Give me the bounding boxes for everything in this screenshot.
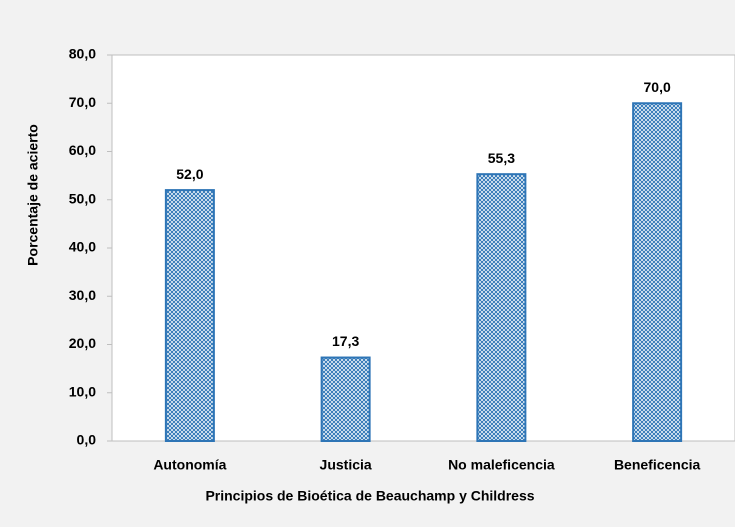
x-axis-label: Principios de Bioética de Beauchamp y Ch…: [205, 488, 534, 504]
y-tick-label: 50,0: [69, 190, 96, 206]
value-label: 55,3: [488, 150, 515, 166]
bar: [476, 173, 527, 443]
y-tick-label: 80,0: [69, 46, 96, 62]
y-axis-label: Porcentaje de acierto: [25, 124, 41, 266]
x-tick-label: No maleficencia: [448, 457, 555, 473]
y-tick-label: 60,0: [69, 142, 96, 158]
value-label: 17,3: [332, 333, 359, 349]
value-label: 52,0: [176, 166, 203, 182]
value-label: 70,0: [644, 79, 671, 95]
x-tick-label: Justicia: [320, 457, 372, 473]
y-tick-label: 20,0: [69, 335, 96, 351]
y-tick-label: 0,0: [77, 432, 97, 448]
y-tick-label: 10,0: [69, 383, 96, 399]
x-tick-label: Beneficencia: [614, 457, 701, 473]
plot-area: [111, 54, 735, 442]
y-tick-label: 70,0: [69, 94, 96, 110]
y-tick-label: 40,0: [69, 239, 96, 255]
bar: [164, 189, 215, 442]
bar: [320, 356, 371, 442]
bar: [632, 102, 683, 442]
y-tick-label: 30,0: [69, 287, 96, 303]
x-tick-label: Autonomía: [153, 457, 226, 473]
